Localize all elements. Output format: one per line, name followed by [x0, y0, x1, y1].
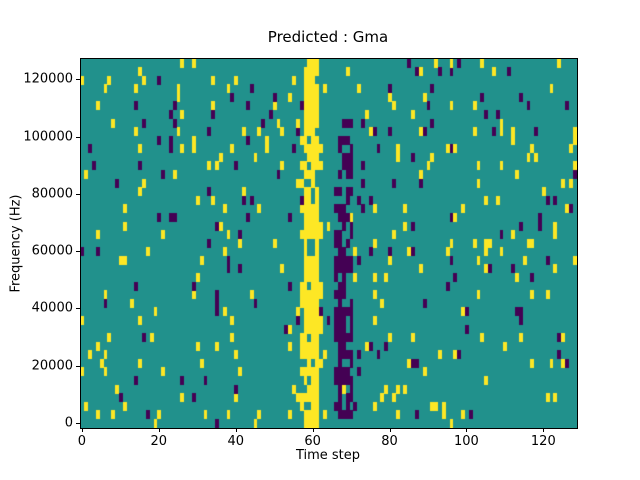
- x-tick-mark: [235, 428, 237, 432]
- y-tick-label: 80000: [31, 186, 73, 202]
- y-tick-mark: [76, 79, 80, 81]
- x-tick-mark: [543, 428, 545, 432]
- y-tick-mark: [76, 365, 80, 367]
- x-tick-label: 60: [304, 434, 321, 449]
- y-tick-label: 40000: [31, 300, 73, 316]
- y-tick-label: 0: [64, 415, 73, 431]
- x-tick-label: 40: [227, 434, 244, 449]
- x-axis-label: Time step: [295, 448, 361, 463]
- y-tick-mark: [76, 422, 80, 424]
- x-tick-label: 80: [381, 434, 398, 449]
- x-tick-mark: [389, 428, 391, 432]
- x-tick-mark: [158, 428, 160, 432]
- chart-title: Predicted : Gma: [267, 28, 389, 46]
- x-tick-mark: [312, 428, 314, 432]
- heatmap-canvas: [81, 59, 577, 428]
- y-tick-mark: [76, 136, 80, 138]
- x-tick-label: 120: [530, 434, 556, 449]
- y-tick-mark: [76, 251, 80, 253]
- y-tick-mark: [76, 308, 80, 310]
- y-tick-label: 120000: [23, 71, 73, 87]
- x-tick-mark: [81, 428, 83, 432]
- x-tick-mark: [466, 428, 468, 432]
- y-tick-label: 100000: [23, 129, 73, 145]
- y-tick-label: 60000: [31, 243, 73, 259]
- y-axis-label: Frequency (Hz): [8, 194, 24, 293]
- y-tick-mark: [76, 193, 80, 195]
- x-tick-label: 0: [77, 434, 87, 449]
- y-tick-label: 20000: [31, 358, 73, 373]
- x-tick-label: 20: [150, 434, 168, 449]
- x-tick-label: 100: [453, 434, 479, 449]
- plot-area: [80, 58, 578, 429]
